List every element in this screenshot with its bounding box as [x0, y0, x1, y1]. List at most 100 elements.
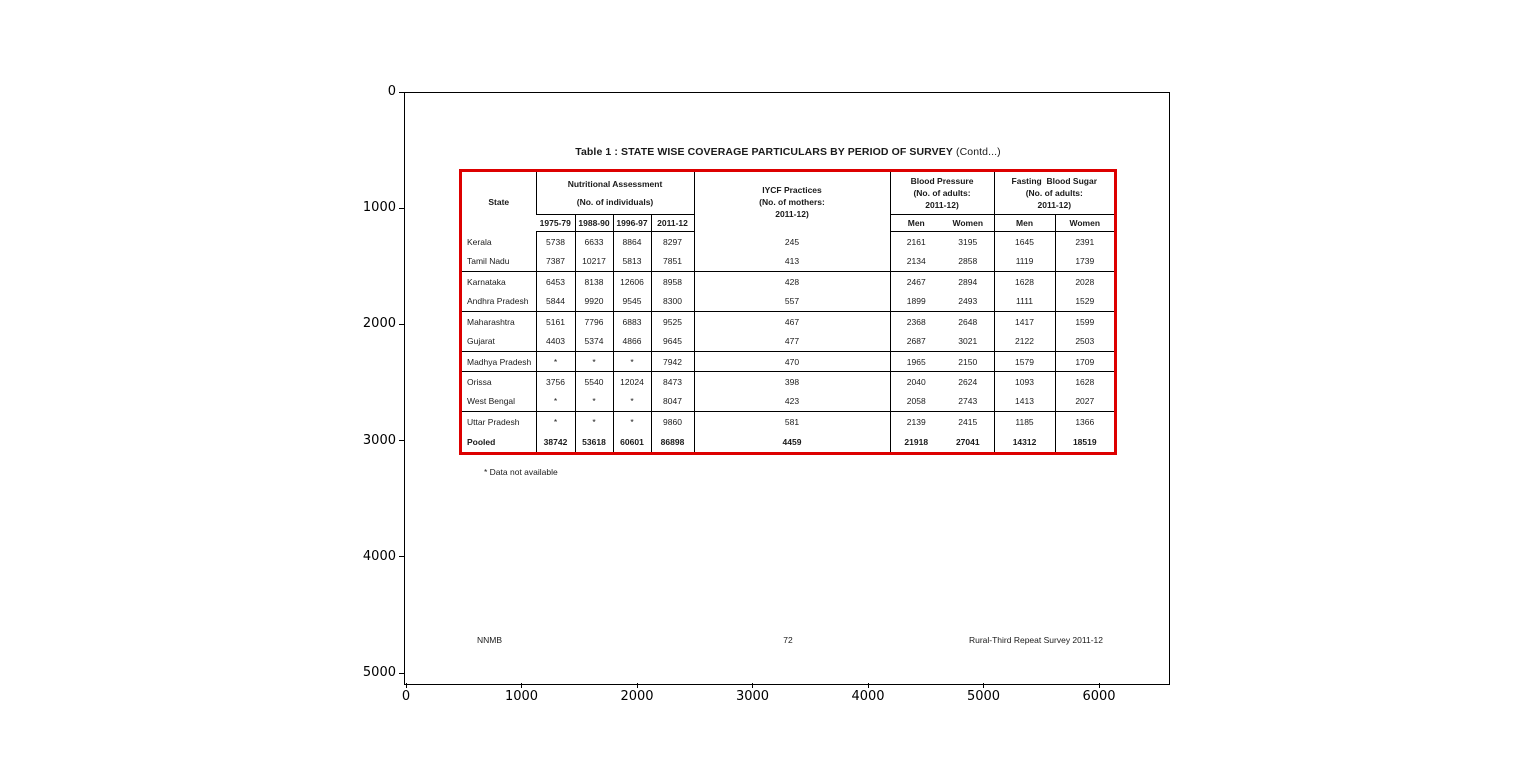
footnote: * Data not available	[484, 467, 558, 477]
value-cell: 423	[693, 391, 890, 412]
value-cell: 8138	[574, 271, 613, 292]
value-cell: 60601	[612, 431, 651, 452]
state-cell: Andhra Pradesh	[462, 291, 536, 312]
table-title-contd: (Contd...)	[952, 146, 1001, 158]
value-cell: 38742	[535, 431, 575, 452]
x-tick-label: 4000	[851, 689, 885, 704]
table-row: Andhra Pradesh 5844 9920 9545 8300 557 1899 249…	[462, 291, 1115, 312]
value-cell: 5161	[535, 311, 575, 332]
value-cell: 5844	[535, 291, 575, 312]
state-cell: Uttar Pradesh	[467, 416, 520, 427]
value-cell: 1417	[993, 311, 1056, 332]
value-cell: *	[612, 391, 651, 412]
table-row: Karnataka 6453 8138 12606 8958 428 2467 2894 162…	[462, 271, 1115, 292]
table-row: Gujarat 4403 5374 4866 9645 477 2687 3021 2122 25…	[462, 331, 1115, 352]
value-cell: 2467	[889, 271, 942, 292]
header-blood-pressure: Blood Pressure (No. of adults: 2011-12)	[889, 172, 995, 215]
value-cell: 4403	[535, 331, 575, 352]
y-tick-mark	[399, 91, 404, 93]
table-row: Pooled 38742 53618 60601 86898 4459 21918 27041…	[462, 431, 1115, 452]
value-cell: 18519	[1054, 431, 1115, 452]
value-cell: 86898	[650, 431, 694, 452]
table-row: Kerala 5738 6633 8864 8297 245 2161 3195 1645 239…	[462, 231, 1115, 252]
value-cell: 8047	[650, 391, 694, 412]
coverage-table: State Nutritional Assessment (No. of ind…	[462, 172, 1115, 452]
header-fbs-women: Women	[1054, 214, 1115, 232]
state-cell: Madhya Pradesh	[462, 351, 536, 372]
value-cell: 9645	[650, 331, 694, 352]
value-cell: 2415	[958, 416, 978, 427]
value-cell: 6453	[535, 271, 575, 292]
value-cell: 2161	[889, 231, 942, 252]
value-cell: 2150	[942, 351, 995, 372]
state-cell: Maharashtra	[467, 316, 515, 327]
header-nutritional-assessment: Nutritional Assessment (No. of individua…	[535, 172, 694, 215]
y-tick-mark	[399, 207, 404, 209]
value-cell: 2122	[993, 331, 1056, 352]
coverage-table-border: State Nutritional Assessment (No. of ind…	[459, 169, 1117, 455]
value-cell: 581	[693, 411, 890, 432]
value-cell: 2493	[942, 291, 995, 312]
value-cell: 2058	[889, 391, 942, 412]
value-cell: 2687	[889, 331, 942, 352]
x-tick-label: 3000	[735, 689, 770, 704]
value-cell: *	[535, 351, 575, 372]
header-year-1996-97: 1996-97	[612, 214, 651, 232]
value-cell: 8297	[650, 231, 694, 252]
table-title-main: Table 1 : STATE WISE COVERAGE PARTICULAR…	[575, 146, 953, 158]
value-cell: *	[612, 411, 651, 432]
header-fbs-men: Men	[993, 214, 1056, 232]
value-cell: 3195	[958, 236, 978, 247]
value-cell: 1599	[1054, 311, 1115, 332]
value-cell: 8864	[612, 231, 651, 252]
footer-page-number: 72	[783, 635, 793, 645]
state-cell: Karnataka	[467, 276, 506, 287]
value-cell: 413	[693, 251, 890, 272]
value-cell: 470	[693, 351, 890, 372]
x-tick-label: 1000	[504, 689, 539, 704]
value-cell: *	[535, 411, 575, 432]
value-cell: 4866	[612, 331, 651, 352]
y-tick-label: 2000	[362, 316, 396, 332]
value-cell: 1366	[1054, 411, 1115, 432]
value-cell: 3021	[942, 331, 995, 352]
value-cell: 12024	[612, 371, 651, 392]
value-cell: *	[612, 351, 651, 372]
table-row: Uttar Pradesh * * * 9860 581 2139 2415 1185 1366	[462, 411, 1115, 432]
y-tick-label: 0	[387, 84, 396, 99]
value-cell: 1628	[1054, 371, 1115, 392]
value-cell: 1579	[993, 351, 1056, 372]
value-cell: 1119	[993, 251, 1056, 272]
value-cell: 12606	[612, 271, 651, 292]
header-year-1975-79: 1975-79	[536, 214, 575, 232]
value-cell: *	[535, 391, 575, 412]
value-cell: 2139	[889, 411, 942, 432]
state-cell: Tamil Nadu	[462, 251, 536, 272]
state-cell: Pooled	[467, 436, 496, 447]
footer-org: NNMB	[477, 635, 503, 645]
value-cell: 4459	[693, 431, 890, 452]
value-cell: 7387	[535, 251, 575, 272]
footer-survey: Rural-Third Repeat Survey 2011-12	[968, 635, 1103, 645]
value-cell: 53618	[574, 431, 613, 452]
value-cell: 7796	[574, 311, 613, 332]
value-cell: 7942	[650, 351, 694, 372]
value-cell: 477	[693, 331, 890, 352]
value-cell: 9545	[612, 291, 651, 312]
table-row: Madhya Pradesh * * * 7942 470 1965 2150 1579 1709	[462, 351, 1115, 372]
y-tick-label: 5000	[362, 665, 396, 680]
value-cell: *	[574, 351, 613, 372]
value-cell: 5540	[574, 371, 613, 392]
x-tick-label: 2000	[620, 689, 654, 704]
value-cell: 9525	[650, 311, 694, 332]
value-cell: 2894	[958, 276, 978, 287]
state-cell: Gujarat	[462, 331, 536, 352]
value-cell: 27041	[955, 436, 980, 447]
y-tick-mark	[399, 323, 404, 325]
value-cell: 2624	[958, 376, 978, 387]
table-title: Table 1 : STATE WISE COVERAGE PARTICULAR…	[459, 146, 1117, 158]
value-cell: 2503	[1054, 331, 1115, 352]
value-cell: 1899	[889, 291, 942, 312]
y-tick-label: 1000	[362, 200, 396, 216]
